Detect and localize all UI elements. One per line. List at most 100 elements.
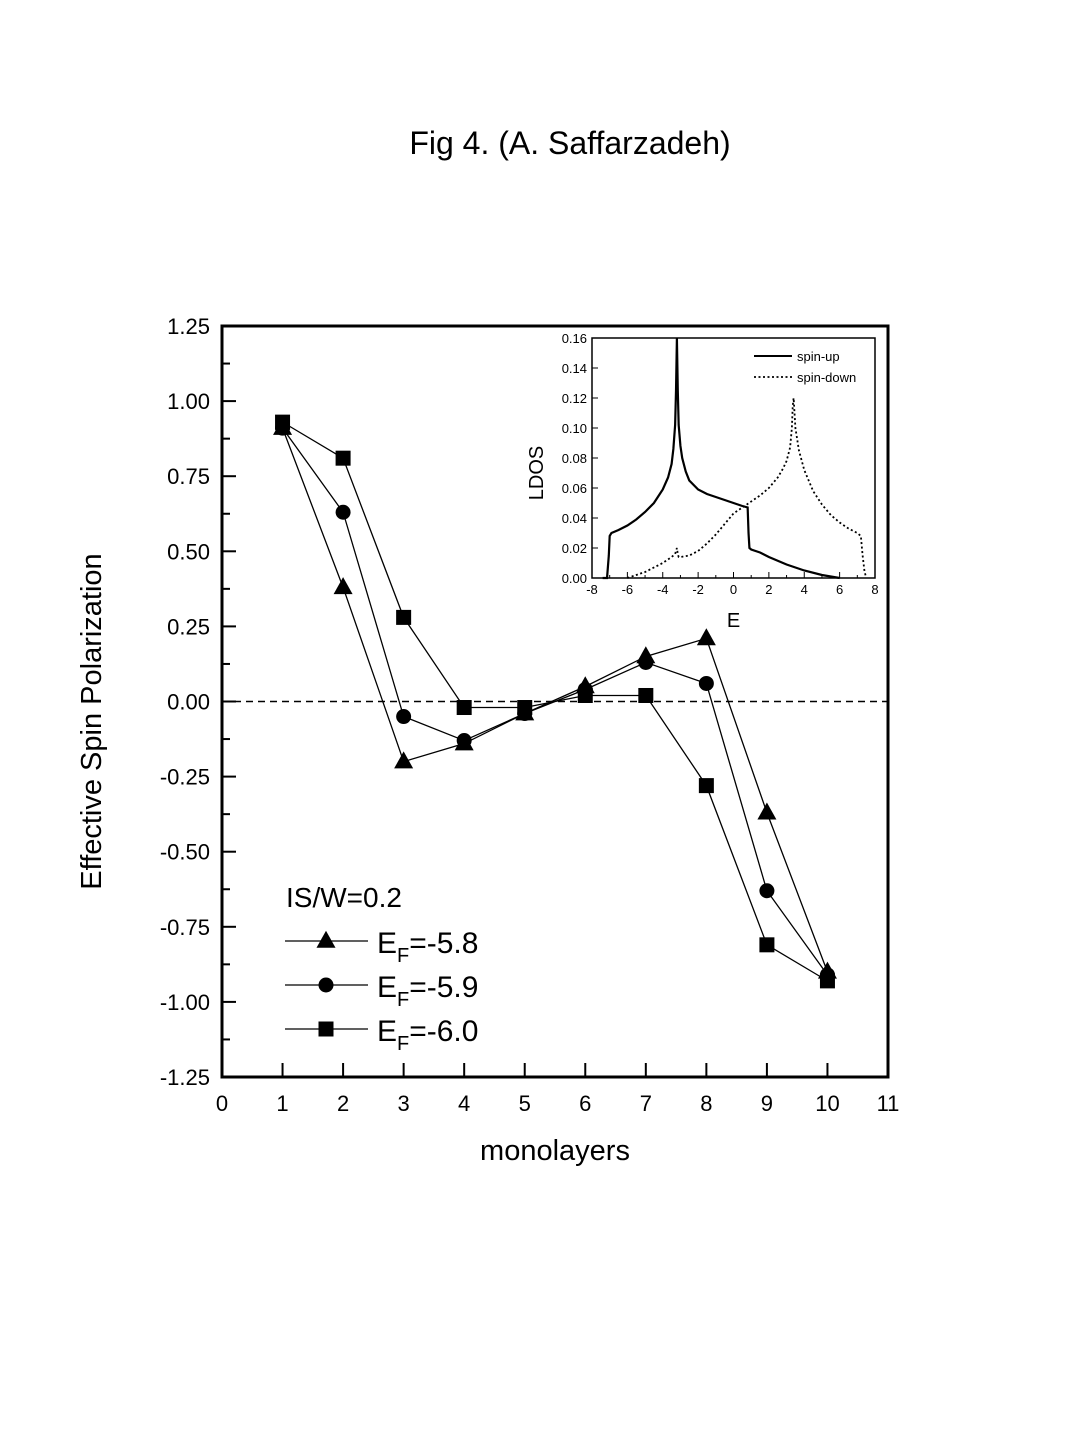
square-point (517, 700, 533, 716)
inset-x-tick-label: 6 (836, 582, 843, 597)
y-tick-label: -0.50 (160, 840, 210, 865)
legend-entry-label: EF=-5.9 (377, 971, 478, 1011)
inset-y-tick-label: 0.10 (562, 421, 587, 436)
inset-series-spin-up (602, 337, 840, 580)
inset-y-axis: 0.16 0.14 0.12 0.10 0.08 0.06 0.04 0.02 0.00 (562, 331, 598, 586)
inset-y-tick-label: 0.12 (562, 391, 587, 406)
y-tick-label: 0.50 (167, 539, 210, 564)
main-series-group (273, 414, 837, 989)
legend-suffix: =-5.9 (409, 971, 478, 1004)
inset-x-tick-label: -4 (657, 582, 669, 597)
x-tick-label: 1 (276, 1091, 288, 1116)
legend-header: IS/W=0.2 (286, 882, 402, 913)
main-y-axis: 1.25 1.00 0.75 0.50 0.25 0.00 -0.25 -0.50 -0.75 -… (160, 314, 236, 1090)
circle-point (759, 883, 775, 899)
square-point (275, 414, 291, 430)
legend-circle-marker (318, 977, 334, 993)
legend-prefix: E (377, 927, 397, 960)
square-point (759, 937, 775, 953)
legend-subscript: F (397, 989, 409, 1011)
inset-legend: spin-up spin-down (754, 349, 856, 385)
legend-subscript: F (397, 1033, 409, 1055)
inset-x-tick-label: 4 (801, 582, 808, 597)
main-chart: 0 1 2 3 4 5 6 7 8 9 10 11 1.251.000.750.500.250.00-… (76, 314, 899, 1167)
y-tick-label: 1.00 (167, 389, 210, 414)
inset-y-tick-label: 0.02 (562, 541, 587, 556)
y-tick-label: 0.00 (167, 690, 210, 715)
y-tick-label: -1.25 (160, 1065, 210, 1090)
legend-suffix: =-5.8 (409, 927, 478, 960)
inset-y-tick-label: 0.00 (562, 571, 587, 586)
circle-point (638, 654, 654, 670)
inset-x-tick-label: -2 (692, 582, 704, 597)
inset-y-tick-label: 0.04 (562, 511, 587, 526)
square-point (335, 450, 351, 466)
x-tick-label: 8 (700, 1091, 712, 1116)
legend-suffix: =-6.0 (409, 1015, 478, 1048)
main-legend: IS/W=0.2 EF=-5.8EF=-5.9EF=-6.0 (285, 882, 478, 1055)
x-tick-label: 11 (877, 1091, 900, 1116)
legend-prefix: E (377, 971, 397, 1004)
x-tick-label: 4 (458, 1091, 470, 1116)
y-tick-label: -0.25 (160, 765, 210, 790)
triangle-point (696, 628, 716, 646)
y-tick-label: 0.25 (167, 614, 210, 639)
x-tick-label: 9 (761, 1091, 773, 1116)
circle-point (456, 733, 472, 749)
x-tick-label: 3 (398, 1091, 410, 1116)
inset-series-spin-down (627, 397, 868, 579)
inset-x-tick-label: 0 (730, 582, 737, 597)
series-line (281, 427, 829, 973)
inset-x-tick-label: -6 (622, 582, 634, 597)
square-point (638, 687, 654, 703)
inset-x-tick-label: -8 (586, 582, 598, 597)
inset-chart: -8 -6 -4 -2 0 2 4 6 8 0.160.140.120.100.080.060.… (526, 331, 879, 632)
x-tick-label: 0 (216, 1091, 228, 1116)
inset-y-tick-label: 0.16 (562, 331, 587, 346)
square-point (698, 778, 714, 794)
legend-prefix: E (377, 1015, 397, 1048)
inset-x-tick-label: 8 (871, 582, 878, 597)
square-point (396, 609, 412, 625)
series-square (275, 414, 835, 989)
figure-caption: Fig 4. (A. Saffarzadeh) (409, 125, 731, 161)
x-tick-label: 2 (337, 1091, 349, 1116)
inset-x-tick-label: 2 (765, 582, 772, 597)
legend-entry-label: EF=-5.8 (377, 927, 478, 967)
inset-y-tick-label: 0.06 (562, 481, 587, 496)
main-x-axis: 0 1 2 3 4 5 6 7 8 9 10 11 (216, 1063, 900, 1116)
triangle-point (757, 802, 777, 820)
inset-legend-label: spin-up (797, 349, 840, 364)
legend-entry-label: EF=-6.0 (377, 1015, 478, 1055)
circle-point (396, 709, 412, 725)
inset-legend-label: spin-down (797, 370, 856, 385)
y-tick-label: -1.00 (160, 990, 210, 1015)
legend-subscript: F (397, 945, 409, 967)
x-tick-label: 6 (579, 1091, 591, 1116)
y-tick-label: -0.75 (160, 915, 210, 940)
triangle-point (333, 577, 353, 595)
inset-x-axis-label: E (727, 610, 740, 632)
triangle-point (394, 751, 414, 769)
square-point (456, 700, 472, 716)
y-tick-label: 0.75 (167, 464, 210, 489)
circle-point (698, 675, 714, 691)
y-tick-label: 1.25 (167, 314, 210, 339)
x-tick-label: 5 (519, 1091, 531, 1116)
legend-square-marker (318, 1021, 334, 1037)
x-tick-label: 10 (815, 1091, 839, 1116)
series-line (282, 421, 828, 982)
inset-series-group (602, 337, 868, 580)
main-x-axis-label: monolayers (480, 1135, 630, 1167)
inset-y-tick-label: 0.14 (562, 361, 587, 376)
legend-triangle-marker (316, 930, 336, 948)
square-point (577, 687, 593, 703)
inset-y-tick-label: 0.08 (562, 451, 587, 466)
inset-y-axis-label: LDOS (526, 446, 548, 500)
circle-point (335, 504, 351, 520)
main-y-axis-label: Effective Spin Polarization (76, 553, 108, 889)
inset-x-axis: -8 -6 -4 -2 0 2 4 6 8 (586, 572, 879, 597)
x-tick-label: 7 (640, 1091, 652, 1116)
square-point (819, 973, 835, 989)
